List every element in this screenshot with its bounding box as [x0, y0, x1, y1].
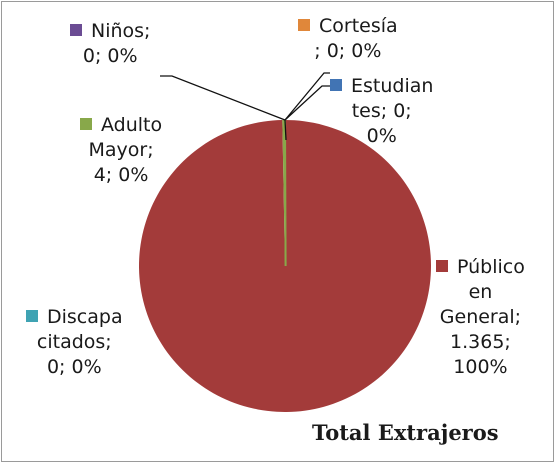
- legend-key-icon: [80, 118, 92, 130]
- data-label-text: 0; 0%: [46, 356, 102, 378]
- data-label-line: en: [436, 280, 525, 305]
- data-label-adulto-mayor: Adulto Mayor; 4; 0%: [80, 113, 162, 188]
- data-label-line: Niños;: [70, 19, 150, 44]
- data-label-text: ; 0; 0%: [314, 40, 382, 62]
- legend-key-icon: [436, 260, 448, 272]
- data-label-text: Adulto: [101, 114, 163, 136]
- data-label-line: tes; 0;: [330, 99, 433, 124]
- data-label-line: Mayor;: [80, 138, 162, 163]
- data-label-text: Cortesía: [319, 15, 398, 37]
- data-label-text: Niños;: [91, 20, 151, 42]
- data-label-line: Cortesía: [298, 14, 398, 39]
- data-label-discapacitados: Discapa citados; 0; 0%: [26, 305, 123, 380]
- data-label-text: 0%: [366, 125, 397, 147]
- data-label-line: Público: [436, 255, 525, 280]
- legend-key-icon: [330, 79, 342, 91]
- data-label-publico-en-general: Público en General; 1.365; 100%: [436, 255, 525, 380]
- pie-slice-adulto-mayor-sliver: [284, 119, 287, 267]
- data-label-text: en: [468, 281, 493, 303]
- data-label-line: 0%: [330, 124, 433, 149]
- data-label-cortesia: Cortesía ; 0; 0%: [298, 14, 398, 64]
- legend-key-icon: [26, 310, 38, 322]
- data-label-ninos: Niños; 0; 0%: [70, 19, 150, 69]
- leader-line-estudiantes: [284, 85, 330, 121]
- data-label-line: 0; 0%: [70, 44, 150, 69]
- pie-slices: [139, 119, 432, 413]
- data-label-text: Discapa: [47, 306, 123, 328]
- leader-lines: [160, 72, 330, 141]
- data-label-line: ; 0; 0%: [298, 39, 398, 64]
- leader-line-cortesia: [284, 72, 330, 121]
- data-label-estudiantes: Estudian tes; 0; 0%: [330, 74, 433, 149]
- data-label-text: Mayor;: [88, 139, 154, 161]
- data-label-line: Discapa: [26, 305, 123, 330]
- data-label-line: Adulto: [80, 113, 162, 138]
- legend-key-icon: [298, 19, 310, 31]
- data-label-text: 1.365;: [450, 331, 511, 353]
- data-label-text: tes; 0;: [351, 100, 412, 122]
- data-label-line: 4; 0%: [80, 163, 162, 188]
- leader-line-adulto-mayor: [284, 119, 287, 141]
- legend-key-icon: [70, 24, 82, 36]
- data-label-line: General;: [436, 305, 525, 330]
- data-label-line: citados;: [26, 330, 123, 355]
- chart-title: Total Extrajeros: [312, 420, 499, 445]
- data-label-line: 0; 0%: [26, 355, 123, 380]
- leader-line-ninos: [160, 75, 286, 121]
- data-label-text: General;: [439, 306, 522, 328]
- data-label-line: Estudian: [330, 74, 433, 99]
- data-label-line: 100%: [436, 355, 525, 380]
- data-label-text: 4; 0%: [93, 164, 149, 186]
- data-label-text: 0; 0%: [82, 45, 138, 67]
- data-label-text: citados;: [36, 331, 112, 353]
- data-label-text: 100%: [453, 356, 508, 378]
- data-label-text: Estudian: [351, 75, 434, 97]
- data-label-text: Público: [457, 256, 525, 278]
- data-label-line: 1.365;: [436, 330, 525, 355]
